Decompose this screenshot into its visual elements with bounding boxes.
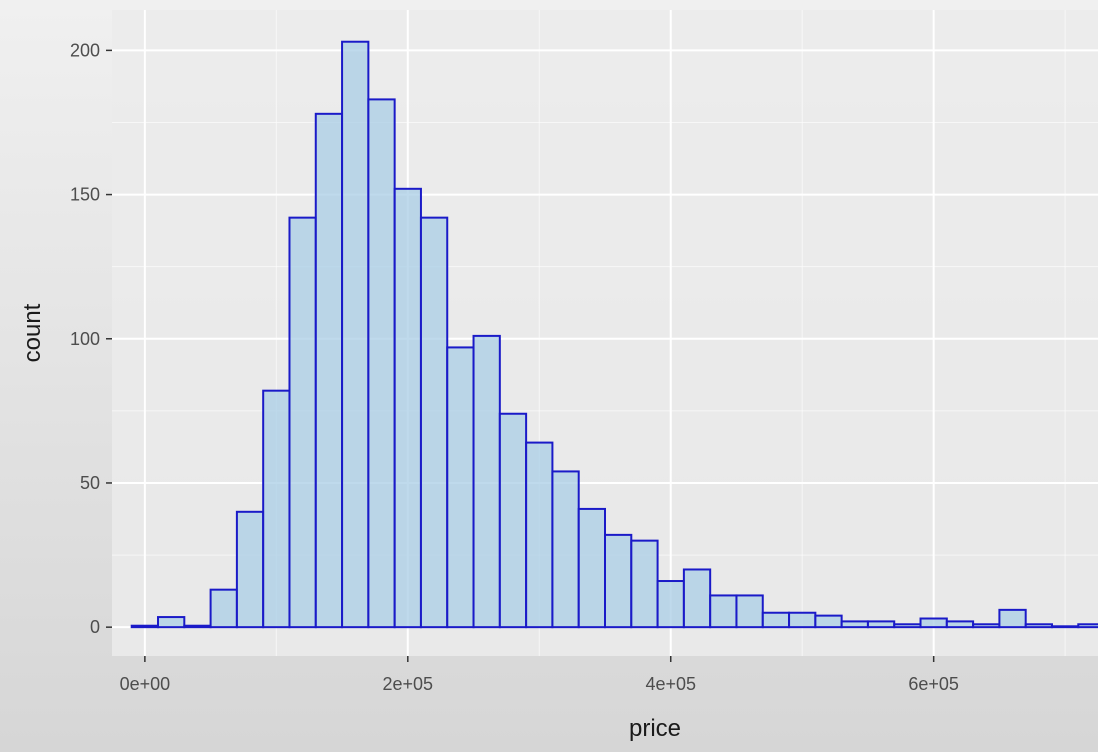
y-tick-label: 150 <box>70 185 100 205</box>
histogram-bar <box>341 40 370 629</box>
x-tick-label: 6e+05 <box>908 674 959 694</box>
histogram-bar <box>314 112 344 629</box>
histogram-bar <box>735 594 764 629</box>
histogram-bar <box>446 346 475 629</box>
x-tick-label: 2e+05 <box>383 674 434 694</box>
histogram-bar <box>893 623 922 629</box>
histogram-bar <box>840 620 869 629</box>
histogram-bar <box>656 580 685 629</box>
histogram-bar <box>919 617 948 629</box>
x-axis-ticks: 0e+00 2e+05 4e+05 6e+05 <box>120 656 959 694</box>
histogram-bar <box>393 187 422 629</box>
y-tick-label: 200 <box>70 40 100 60</box>
histogram-bar <box>788 611 817 629</box>
histogram-bar <box>1024 623 1053 629</box>
histogram-bar <box>998 608 1027 629</box>
y-tick-label: 100 <box>70 329 100 349</box>
histogram-bar <box>1077 623 1098 629</box>
x-axis-title: price <box>629 715 681 742</box>
y-tick-label: 50 <box>80 473 100 493</box>
histogram-bar <box>498 412 528 629</box>
histogram-bar <box>945 620 975 629</box>
histogram-bar <box>288 216 317 629</box>
y-axis-ticks: 0 50 100 150 200 <box>70 40 112 637</box>
histogram-bar <box>577 507 606 629</box>
histogram-bar <box>761 611 791 629</box>
histogram-bar <box>551 470 580 629</box>
histogram-bar <box>630 539 659 629</box>
histogram-bar <box>814 614 843 629</box>
histogram-bar <box>419 216 449 629</box>
histogram-bar <box>604 533 633 629</box>
histogram-bar <box>1050 625 1080 629</box>
histogram-bar <box>157 616 186 629</box>
x-tick-label: 4e+05 <box>645 674 696 694</box>
histogram-bar <box>709 594 738 629</box>
histogram-bar <box>972 623 1001 629</box>
histogram-bar <box>262 389 291 629</box>
histogram-bar <box>682 568 712 629</box>
histogram-bars <box>130 40 1098 629</box>
histogram-bar <box>472 334 501 629</box>
histogram-bar <box>866 620 896 629</box>
y-axis-title: count <box>19 303 46 362</box>
histogram-bar <box>235 510 265 629</box>
x-tick-label: 0e+00 <box>120 674 171 694</box>
histogram-bar <box>525 441 554 629</box>
y-tick-label: 0 <box>90 617 100 637</box>
histogram-bar <box>367 98 396 629</box>
histogram-bar <box>130 624 160 629</box>
histogram-bar <box>183 624 212 629</box>
histogram-bar <box>209 588 238 629</box>
